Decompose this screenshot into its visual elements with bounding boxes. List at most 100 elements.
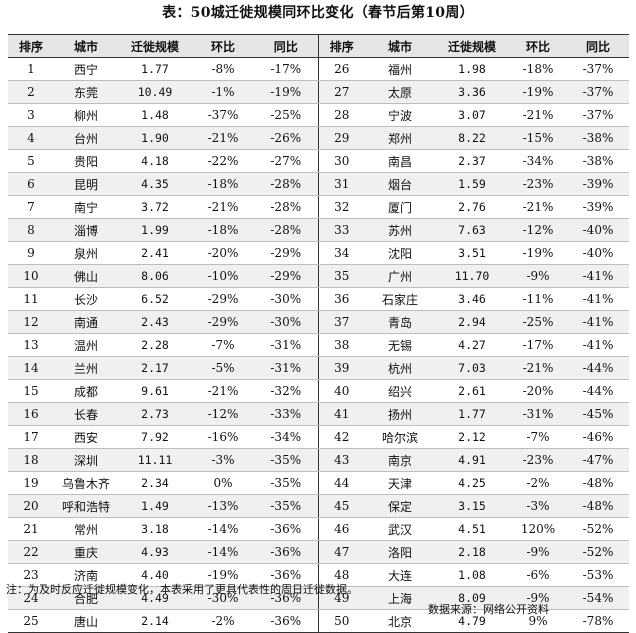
- cell-yoy-right: -53%: [567, 563, 629, 587]
- cell-scale-right: 7.63: [435, 218, 509, 242]
- cell-mom-right: -31%: [509, 402, 567, 426]
- cell-mom-right: -23%: [509, 172, 567, 196]
- cell-rank-right: 50: [318, 609, 365, 633]
- cell-yoy-left: -31%: [254, 333, 319, 357]
- cell-city-left: 合肥: [54, 586, 118, 610]
- cell-yoy-left: -28%: [254, 218, 319, 242]
- table-row: 2 东莞 10.49 -1% -19% 27 太原 3.36 -19% -37%: [8, 80, 629, 104]
- cell-mom-left: -13%: [192, 494, 254, 518]
- cell-yoy-left: -29%: [254, 264, 319, 288]
- cell-mom-left: -37%: [192, 103, 254, 127]
- cell-yoy-left: -26%: [254, 126, 319, 150]
- header-yoy-left: 同比: [254, 34, 319, 58]
- cell-scale-right: 4.51: [435, 517, 509, 541]
- cell-city-left: 佛山: [54, 264, 118, 288]
- table-row: 5 贵阳 4.18 -22% -27% 30 南昌 2.37 -34% -38%: [8, 149, 629, 173]
- cell-mom-left: -7%: [192, 333, 254, 357]
- cell-city-left: 呼和浩特: [54, 494, 118, 518]
- migration-table: 排序 城市 迁徙规模 环比 同比 排序 城市 迁徙规模 环比 同比 1 西宁 1.7…: [8, 34, 629, 633]
- cell-city-left: 南宁: [54, 195, 118, 219]
- cell-scale-right: 8.22: [435, 126, 509, 150]
- cell-mom-left: -22%: [192, 149, 254, 173]
- cell-yoy-right: -41%: [567, 287, 629, 311]
- cell-city-left: 贵阳: [54, 149, 118, 173]
- cell-mom-left: -3%: [192, 448, 254, 472]
- cell-rank-right: 45: [318, 494, 365, 518]
- cell-mom-left: 0%: [192, 471, 254, 495]
- cell-scale-left: 1.77: [118, 57, 192, 81]
- table-row: 3 柳州 1.48 -37% -25% 28 宁波 3.07 -21% -37%: [8, 103, 629, 127]
- cell-mom-left: -18%: [192, 172, 254, 196]
- cell-rank-left: 1: [8, 57, 54, 81]
- cell-mom-left: -29%: [192, 310, 254, 334]
- header-scale-left: 迁徙规模: [118, 34, 192, 58]
- cell-rank-left: 15: [8, 379, 54, 403]
- cell-rank-right: 26: [318, 57, 365, 81]
- cell-mom-right: -9%: [509, 540, 567, 564]
- cell-mom-right: -12%: [509, 218, 567, 242]
- cell-city-right: 沈阳: [365, 241, 435, 265]
- cell-mom-right: -3%: [509, 494, 567, 518]
- cell-scale-left: 9.61: [118, 379, 192, 403]
- cell-yoy-right: -40%: [567, 241, 629, 265]
- cell-scale-left: 4.40: [118, 563, 192, 587]
- cell-yoy-left: -17%: [254, 57, 319, 81]
- cell-city-left: 兰州: [54, 356, 118, 380]
- cell-mom-right: -15%: [509, 126, 567, 150]
- cell-city-right: 烟台: [365, 172, 435, 196]
- cell-scale-left: 4.49: [118, 586, 192, 610]
- cell-city-right: 扬州: [365, 402, 435, 426]
- cell-city-right: 青岛: [365, 310, 435, 334]
- cell-rank-left: 12: [8, 310, 54, 334]
- cell-city-left: 西宁: [54, 57, 118, 81]
- table-row: 23 济南 4.40 -19% -36% 48 大连 1.08 -6% -53%: [8, 563, 629, 587]
- cell-scale-right: 2.61: [435, 379, 509, 403]
- table-row: 20 呼和浩特 1.49 -13% -35% 45 保定 3.15 -3% -48%: [8, 494, 629, 518]
- cell-scale-right: 2.94: [435, 310, 509, 334]
- cell-city-left: 昆明: [54, 172, 118, 196]
- cell-city-right: 上海: [365, 586, 435, 610]
- cell-rank-left: 2: [8, 80, 54, 104]
- cell-city-right: 武汉: [365, 517, 435, 541]
- cell-mom-left: -14%: [192, 517, 254, 541]
- cell-scale-left: 4.18: [118, 149, 192, 173]
- cell-yoy-left: -28%: [254, 195, 319, 219]
- cell-scale-left: 2.41: [118, 241, 192, 265]
- cell-scale-right: 4.27: [435, 333, 509, 357]
- cell-yoy-left: -35%: [254, 448, 319, 472]
- cell-mom-right: -9%: [509, 586, 567, 610]
- header-city-left: 城市: [54, 34, 118, 58]
- cell-yoy-right: -45%: [567, 402, 629, 426]
- cell-mom-right: -9%: [509, 264, 567, 288]
- cell-scale-right: 2.37: [435, 149, 509, 173]
- cell-city-right: 石家庄: [365, 287, 435, 311]
- cell-rank-right: 47: [318, 540, 365, 564]
- cell-rank-left: 22: [8, 540, 54, 564]
- cell-rank-right: 44: [318, 471, 365, 495]
- table-row: 10 佛山 8.06 -10% -29% 35 广州 11.70 -9% -41%: [8, 264, 629, 288]
- cell-mom-right: -21%: [509, 103, 567, 127]
- cell-yoy-left: -35%: [254, 494, 319, 518]
- cell-scale-right: 1.59: [435, 172, 509, 196]
- cell-yoy-left: -31%: [254, 356, 319, 380]
- cell-scale-right: 3.46: [435, 287, 509, 311]
- table-body: 1 西宁 1.77 -8% -17% 26 福州 1.98 -18% -37% 2 东莞 10.49 -1…: [8, 57, 629, 633]
- cell-mom-left: -19%: [192, 563, 254, 587]
- cell-yoy-right: -41%: [567, 310, 629, 334]
- cell-yoy-right: -44%: [567, 356, 629, 380]
- table-row: 1 西宁 1.77 -8% -17% 26 福州 1.98 -18% -37%: [8, 57, 629, 81]
- header-yoy-right: 同比: [567, 34, 629, 58]
- table-title: 表：50城迁徙规模同环比变化（春节后第10周）: [162, 5, 474, 21]
- cell-city-left: 乌鲁木齐: [54, 471, 118, 495]
- cell-city-right: 杭州: [365, 356, 435, 380]
- cell-rank-right: 28: [318, 103, 365, 127]
- cell-mom-left: -10%: [192, 264, 254, 288]
- cell-city-left: 常州: [54, 517, 118, 541]
- header-mom-right: 环比: [509, 34, 567, 58]
- cell-yoy-right: -41%: [567, 333, 629, 357]
- cell-rank-left: 24: [8, 586, 54, 610]
- cell-yoy-right: -46%: [567, 425, 629, 449]
- cell-yoy-left: -30%: [254, 287, 319, 311]
- cell-scale-left: 1.99: [118, 218, 192, 242]
- cell-scale-left: 11.11: [118, 448, 192, 472]
